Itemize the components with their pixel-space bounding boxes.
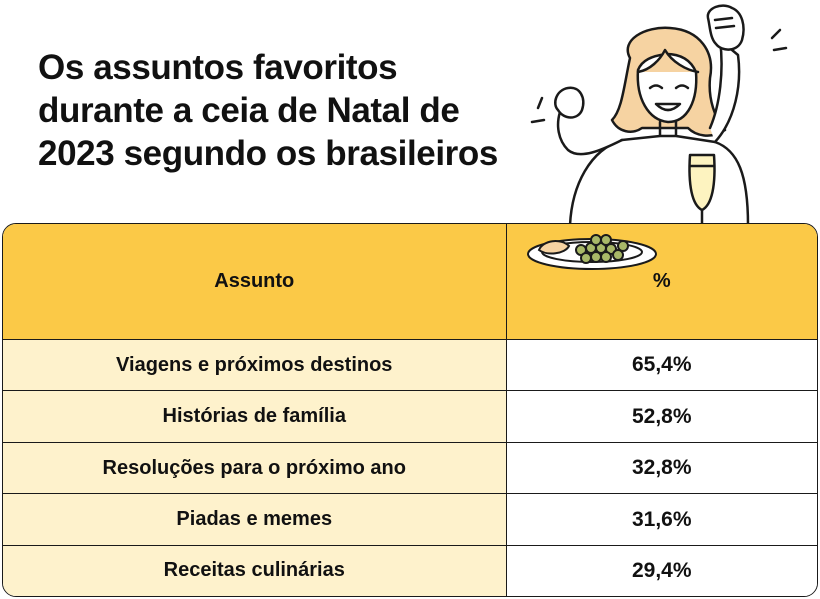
table-row: Receitas culinárias 29,4%: [3, 544, 817, 596]
page-title: Os assuntos favoritos durante a ceia de …: [38, 46, 548, 175]
topic-label: Resoluções para o próximo ano: [3, 441, 507, 495]
topic-percent: 32,8%: [505, 441, 817, 495]
topic-label: Histórias de família: [3, 390, 507, 443]
table-header-row: Assunto %: [3, 224, 817, 340]
table-row: Piadas e memes 31,6%: [3, 493, 817, 546]
column-header-assunto: Assunto: [3, 224, 507, 340]
title-line-2: durante a ceia de Natal de: [38, 91, 460, 130]
title-line-3: 2023 segundo os brasileiros: [38, 134, 498, 173]
topic-label: Piadas e memes: [3, 493, 507, 546]
topic-percent: 65,4%: [505, 338, 817, 392]
topic-label: Receitas culinárias: [3, 544, 507, 596]
topic-percent: 29,4%: [505, 544, 817, 596]
topic-percent: 52,8%: [505, 390, 817, 443]
table-row: Viagens e próximos destinos 65,4%: [3, 338, 817, 392]
table-row: Resoluções para o próximo ano 32,8%: [3, 441, 817, 495]
plate-with-grapes-icon: [527, 234, 657, 270]
topics-table: Assunto % Viagens e próximos destinos 65…: [2, 223, 818, 597]
title-line-1: Os assuntos favoritos: [38, 48, 398, 87]
topic-percent: 31,6%: [505, 493, 817, 546]
table-row: Histórias de família 52,8%: [3, 390, 817, 443]
woman-celebrating-with-champagne-icon: [530, 4, 788, 240]
topic-label: Viagens e próximos destinos: [3, 338, 507, 392]
